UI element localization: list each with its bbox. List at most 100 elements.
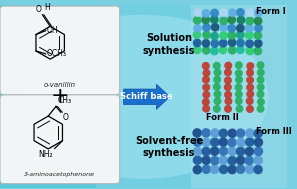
Bar — [191, 139, 287, 142]
Bar — [96, 133, 191, 136]
Circle shape — [201, 15, 210, 24]
Bar — [0, 124, 96, 127]
Circle shape — [257, 61, 265, 69]
Bar — [191, 99, 287, 102]
Circle shape — [227, 15, 236, 24]
Bar — [96, 81, 191, 84]
Circle shape — [228, 129, 237, 138]
Circle shape — [224, 105, 232, 113]
Circle shape — [192, 165, 202, 174]
Bar — [96, 169, 191, 172]
Bar — [96, 23, 191, 26]
Circle shape — [235, 69, 243, 77]
Bar — [191, 51, 287, 54]
Circle shape — [245, 17, 254, 25]
Circle shape — [228, 8, 237, 17]
Bar — [0, 181, 96, 184]
Bar — [0, 127, 96, 130]
Circle shape — [219, 16, 228, 25]
Circle shape — [210, 137, 219, 147]
Bar — [96, 66, 191, 69]
Bar — [0, 57, 96, 60]
Bar — [191, 169, 287, 172]
Bar — [0, 8, 96, 11]
Circle shape — [253, 165, 263, 174]
Bar — [191, 163, 287, 166]
Circle shape — [246, 76, 254, 84]
Bar — [96, 93, 191, 96]
Bar — [96, 11, 191, 14]
Bar — [0, 26, 96, 29]
Circle shape — [236, 105, 244, 113]
Bar — [191, 57, 287, 60]
Bar — [96, 157, 191, 160]
Bar — [0, 154, 96, 157]
Bar — [191, 175, 287, 178]
Bar — [96, 14, 191, 17]
Circle shape — [211, 39, 219, 48]
Bar — [0, 36, 96, 39]
Circle shape — [210, 146, 219, 156]
Bar — [96, 63, 191, 66]
Circle shape — [201, 147, 211, 156]
Circle shape — [202, 105, 210, 113]
Bar — [191, 60, 287, 63]
Bar — [96, 115, 191, 118]
Circle shape — [236, 156, 245, 165]
Circle shape — [245, 39, 254, 48]
Bar — [191, 142, 287, 145]
Bar — [0, 93, 96, 96]
Bar — [191, 69, 287, 72]
Circle shape — [246, 97, 254, 105]
Text: O: O — [36, 5, 42, 14]
Bar — [0, 14, 96, 17]
Circle shape — [235, 97, 243, 105]
Circle shape — [257, 83, 265, 91]
Bar — [96, 181, 191, 184]
Circle shape — [192, 30, 201, 39]
Circle shape — [254, 138, 263, 147]
Circle shape — [219, 39, 228, 48]
Bar — [96, 145, 191, 148]
Circle shape — [245, 165, 255, 174]
Circle shape — [210, 32, 219, 40]
Circle shape — [228, 156, 237, 165]
Text: 3-aminoacetophenone: 3-aminoacetophenone — [24, 172, 95, 177]
Bar — [96, 36, 191, 39]
Text: Form I: Form I — [256, 7, 285, 16]
Bar — [96, 17, 191, 20]
Bar — [96, 121, 191, 124]
Circle shape — [254, 24, 263, 33]
Bar — [96, 130, 191, 133]
Bar — [96, 160, 191, 163]
Text: o-vanillin: o-vanillin — [44, 82, 76, 88]
Bar — [0, 102, 96, 105]
Circle shape — [235, 76, 243, 84]
Bar — [191, 118, 287, 121]
Circle shape — [236, 128, 245, 138]
Bar — [96, 90, 191, 93]
Bar — [191, 151, 287, 154]
Text: Form III: Form III — [256, 127, 291, 136]
Circle shape — [214, 68, 222, 77]
Bar — [0, 142, 96, 145]
Bar — [191, 39, 287, 42]
Circle shape — [245, 47, 254, 55]
Bar — [96, 184, 191, 187]
Circle shape — [193, 39, 202, 47]
Text: H: H — [44, 3, 50, 12]
Bar — [0, 72, 96, 75]
Circle shape — [256, 90, 264, 98]
Bar — [191, 81, 287, 84]
Circle shape — [213, 76, 221, 84]
Bar — [96, 48, 191, 51]
Bar — [191, 105, 287, 108]
Bar — [96, 29, 191, 33]
Bar — [0, 42, 96, 45]
Bar — [0, 54, 96, 57]
Bar — [96, 45, 191, 48]
Circle shape — [246, 90, 254, 98]
Circle shape — [245, 24, 254, 33]
Text: OH: OH — [47, 26, 58, 35]
Bar — [0, 87, 96, 90]
